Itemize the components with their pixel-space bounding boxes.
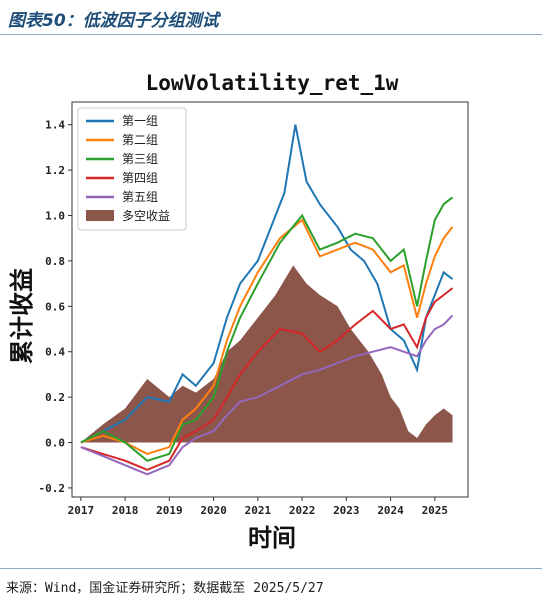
y-tick-label: 0.6 (45, 300, 65, 313)
y-tick-label: 0.2 (45, 391, 65, 404)
chart-title: LowVolatility_ret_1w (146, 71, 399, 95)
legend-label: 第四组 (122, 171, 158, 185)
legend-swatch (86, 210, 114, 221)
legend-label: 第一组 (122, 114, 158, 128)
plot-area (80, 124, 454, 476)
plot-frame (71, 101, 469, 498)
ticks: 2017 2018 2019 2020 2021 2022 2023 2024 2025 -0.2… (39, 119, 449, 517)
series-line-第三组 (80, 196, 454, 462)
y-tick-label: -0.2 (39, 482, 66, 495)
x-tick-label: 2025 (422, 504, 449, 517)
figure-title: 图表50：低波因子分组测试 (8, 11, 219, 31)
x-tick-label: 2022 (289, 504, 316, 517)
x-tick-label: 2018 (112, 504, 139, 517)
legend-box (77, 107, 187, 231)
x-axis-label: 时间 (248, 524, 296, 552)
y-tick-label: 0.0 (45, 437, 65, 450)
legend-label: 第二组 (122, 133, 158, 147)
chart: LowVolatility_ret_1w 2017 2018 2019 2020 202… (8, 71, 469, 552)
x-tick-label: 2020 (200, 504, 227, 517)
y-tick-label: 1.2 (45, 164, 65, 177)
source-note: 来源：Wind，国金证券研究所；数据截至 2025/5/27 (6, 581, 324, 596)
legend-label: 多空收益 (122, 209, 170, 223)
x-tick-label: 2019 (156, 504, 183, 517)
top-divider (0, 34, 542, 35)
series-line-第五组 (80, 314, 454, 476)
bottom-divider (0, 568, 542, 569)
legend-label: 第五组 (122, 190, 158, 204)
y-axis-label: 累计收益 (8, 268, 36, 364)
series-line-第四组 (80, 287, 454, 471)
x-tick-label: 2017 (68, 504, 95, 517)
x-tick-label: 2023 (333, 504, 360, 517)
legend-label: 第三组 (122, 152, 158, 166)
x-tick-label: 2021 (245, 504, 272, 517)
y-tick-label: 1.4 (45, 119, 65, 132)
y-tick-label: 0.4 (45, 346, 65, 359)
series-area-多空收益 (80, 265, 453, 443)
x-tick-label: 2024 (377, 504, 404, 517)
y-tick-label: 1.0 (45, 210, 65, 223)
y-tick-label: 0.8 (45, 255, 65, 268)
series-line-第一组 (80, 124, 454, 444)
